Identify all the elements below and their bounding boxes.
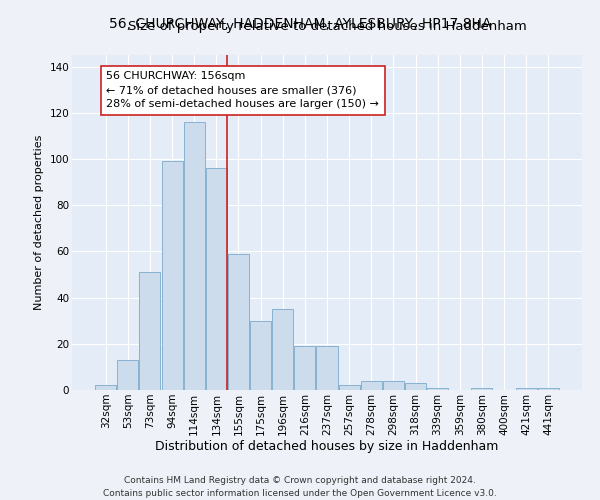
- Bar: [361, 381, 382, 390]
- Text: 56 CHURCHWAY: 156sqm
← 71% of detached houses are smaller (376)
28% of semi-deta: 56 CHURCHWAY: 156sqm ← 71% of detached h…: [106, 71, 379, 109]
- Bar: [538, 388, 559, 390]
- Title: Size of property relative to detached houses in Haddenham: Size of property relative to detached ho…: [128, 20, 526, 33]
- Bar: [206, 168, 227, 390]
- Bar: [383, 381, 404, 390]
- Bar: [184, 122, 205, 390]
- Bar: [95, 386, 116, 390]
- Bar: [161, 162, 182, 390]
- Text: 56, CHURCHWAY, HADDENHAM, AYLESBURY, HP17 8HA: 56, CHURCHWAY, HADDENHAM, AYLESBURY, HP1…: [109, 18, 491, 32]
- Bar: [139, 272, 160, 390]
- X-axis label: Distribution of detached houses by size in Haddenham: Distribution of detached houses by size …: [155, 440, 499, 454]
- Bar: [316, 346, 338, 390]
- Bar: [228, 254, 249, 390]
- Bar: [250, 320, 271, 390]
- Bar: [405, 383, 426, 390]
- Bar: [427, 388, 448, 390]
- Bar: [272, 309, 293, 390]
- Bar: [338, 386, 359, 390]
- Bar: [118, 360, 139, 390]
- Bar: [472, 388, 493, 390]
- Bar: [295, 346, 316, 390]
- Bar: [515, 388, 536, 390]
- Y-axis label: Number of detached properties: Number of detached properties: [34, 135, 44, 310]
- Text: Contains HM Land Registry data © Crown copyright and database right 2024.
Contai: Contains HM Land Registry data © Crown c…: [103, 476, 497, 498]
